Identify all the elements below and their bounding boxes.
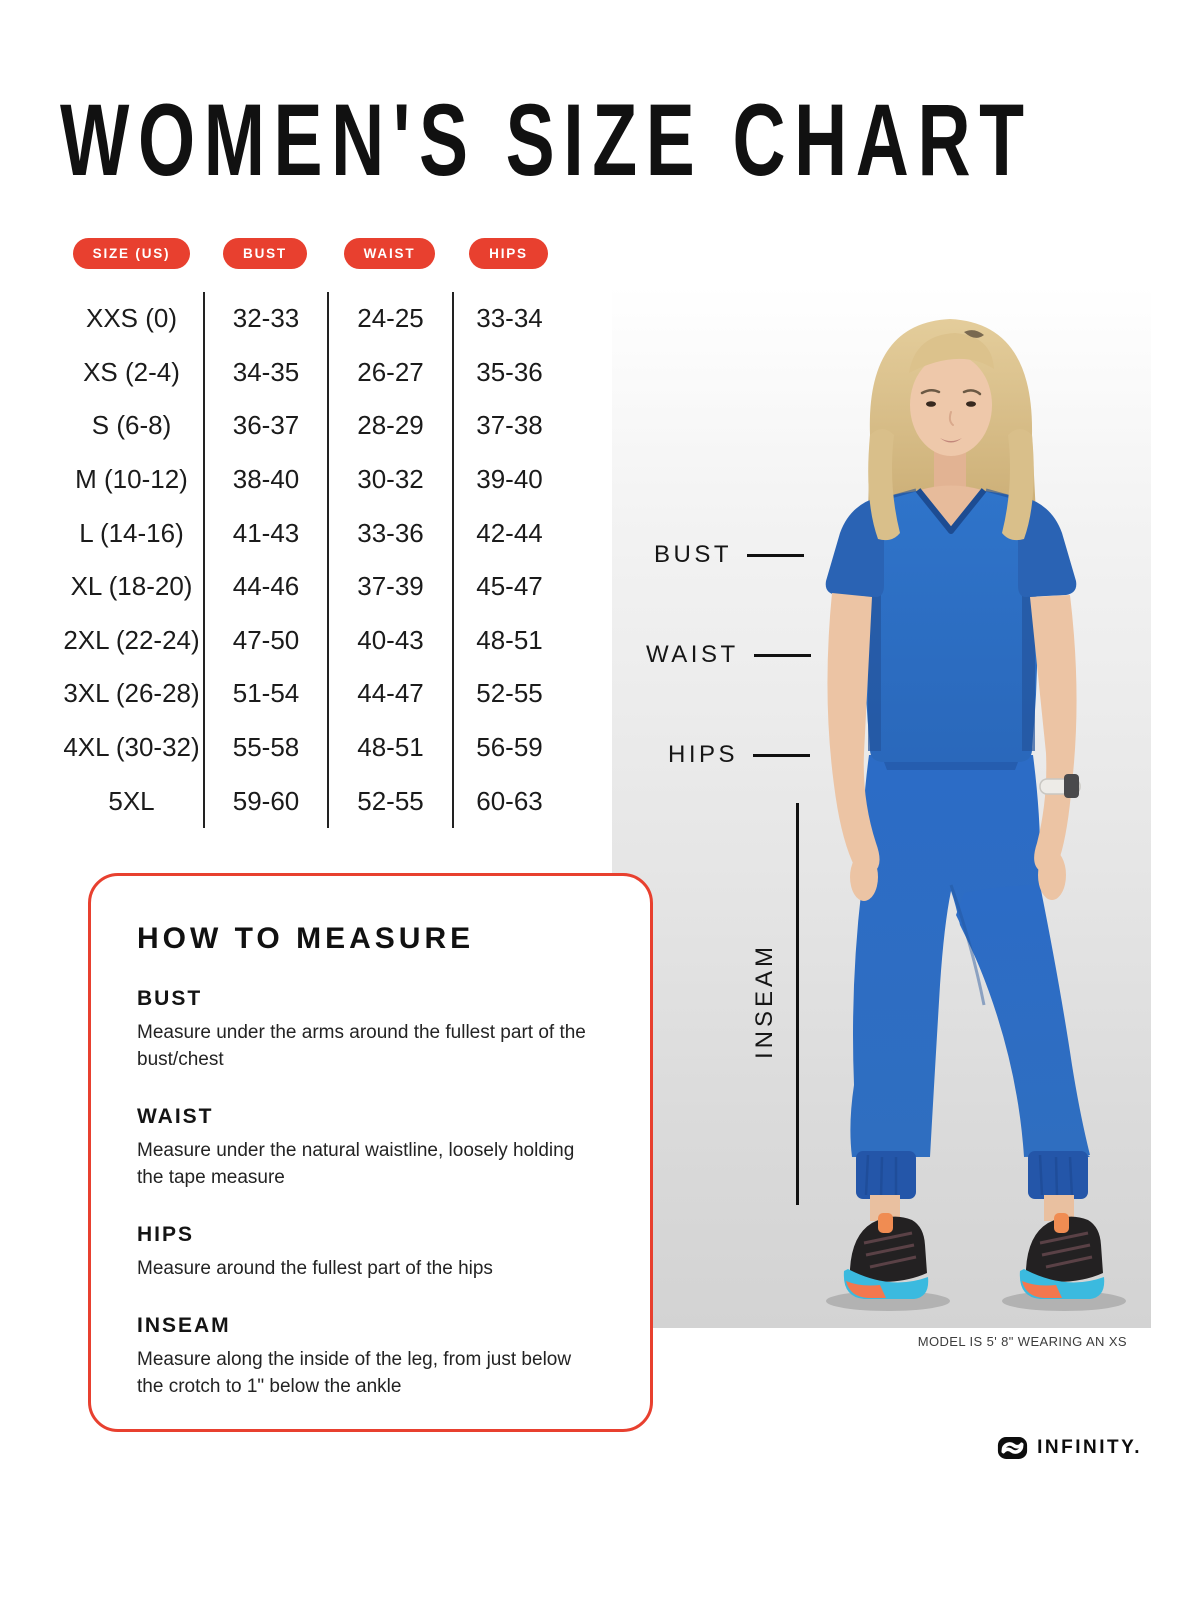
section-text-waist: Measure under the natural waistline, loo…	[137, 1139, 575, 1188]
table-cell: 28-29	[327, 399, 452, 453]
table-cell: 45-47	[452, 559, 565, 614]
table-row: 3XL (26-28) 51-54 44-47 52-55	[60, 667, 565, 721]
table-cell: 30-32	[327, 452, 452, 507]
section-heading-inseam: INSEAM	[137, 1313, 231, 1337]
table-cell: 33-34	[452, 292, 565, 346]
table-cell: XL (18-20)	[70, 571, 193, 602]
table-cell: 42-44	[452, 506, 565, 560]
table-cell: 5XL	[108, 785, 155, 816]
model-photo: BUST WAIST HIPS INSEAM	[612, 285, 1151, 1328]
table-cell: 37-39	[327, 559, 452, 614]
section-heading-waist: WAIST	[137, 1104, 214, 1128]
table-cell: S (6-8)	[91, 410, 172, 441]
table-cell: 55-58	[203, 720, 327, 775]
table-cell: 38-40	[203, 452, 327, 507]
infinity-logo-icon	[998, 1437, 1028, 1459]
column-pill-bust: BUST	[223, 238, 307, 269]
table-cell: 35-36	[452, 345, 565, 400]
table-cell: 51-54	[203, 667, 327, 721]
table-row: M (10-12) 38-40 30-32 39-40	[60, 452, 565, 507]
table-cell: 59-60	[203, 774, 327, 828]
section-text-inseam: Measure along the inside of the leg, fro…	[137, 1348, 572, 1397]
table-cell: 60-63	[452, 774, 565, 828]
table-cell: 48-51	[327, 720, 452, 775]
table-cell: 4XL (30-32)	[63, 732, 200, 763]
figure-label-waist: WAIST	[646, 641, 811, 669]
waist-pointer-line	[753, 653, 811, 657]
how-to-measure-box: HOW TO MEASURE BUST Measure under the ar…	[88, 873, 653, 1432]
model-illustration	[825, 319, 1126, 1311]
inseam-pointer-line	[796, 803, 799, 1205]
brand-name: INFINITY.	[1037, 1437, 1142, 1458]
table-cell: 41-43	[203, 506, 327, 560]
figure-label-bust: BUST	[654, 541, 805, 569]
table-cell: 34-35	[203, 345, 327, 400]
table-cell: 32-33	[203, 292, 327, 346]
table-cell: 26-27	[327, 345, 452, 400]
bust-pointer-line	[747, 553, 805, 557]
table-cell: L (14-16)	[79, 517, 184, 548]
figure-label-waist-text: WAIST	[646, 641, 739, 668]
hips-pointer-line	[753, 753, 811, 757]
table-cell: M (10-12)	[75, 464, 188, 495]
table-row: XS (2-4) 34-35 26-27 35-36	[60, 345, 565, 400]
table-cell: 36-37	[203, 399, 327, 453]
table-cell: 44-46	[203, 559, 327, 614]
table-cell: 48-51	[452, 613, 565, 668]
table-row: 2XL (22-24) 47-50 40-43 48-51	[60, 613, 565, 668]
table-cell: 40-43	[327, 613, 452, 668]
figure-label-hips: HIPS	[668, 741, 811, 769]
brand-logo: INFINITY.	[997, 1436, 1142, 1460]
size-table-header: SIZE (US) BUST WAIST HIPS	[60, 238, 565, 269]
table-cell: 2XL (22-24)	[63, 624, 200, 655]
model-caption: MODEL IS 5' 8" WEARING AN XS	[917, 1334, 1127, 1349]
section-text-hips: Measure around the fullest part of the h…	[137, 1257, 493, 1279]
table-row: L (14-16) 41-43 33-36 42-44	[60, 506, 565, 560]
section-text-bust: Measure under the arms around the fulles…	[137, 1022, 586, 1070]
table-cell: 47-50	[203, 613, 327, 668]
table-row: XL (18-20) 44-46 37-39 45-47	[60, 559, 565, 614]
size-table: XXS (0) 32-33 24-25 33-34 XS (2-4) 34-35…	[60, 292, 565, 828]
table-cell: 3XL (26-28)	[63, 678, 200, 709]
how-to-measure-title: HOW TO MEASURE	[137, 922, 475, 955]
section-heading-bust: BUST	[137, 987, 203, 1010]
table-cell: 37-38	[452, 399, 565, 453]
figure-label-hips-text: HIPS	[668, 741, 739, 768]
table-row: S (6-8) 36-37 28-29 37-38	[60, 399, 565, 453]
table-cell: 52-55	[327, 774, 452, 828]
table-cell: XXS (0)	[85, 303, 178, 334]
table-row: XXS (0) 32-33 24-25 33-34	[60, 292, 565, 346]
table-cell: 56-59	[452, 720, 565, 775]
page-title: WOMEN'S SIZE CHART	[60, 83, 1033, 197]
table-cell: 39-40	[452, 452, 565, 507]
table-row: 4XL (30-32) 55-58 48-51 56-59	[60, 720, 565, 775]
table-cell: 24-25	[327, 292, 452, 346]
table-cell: XS (2-4)	[83, 356, 180, 387]
column-pill-waist: WAIST	[343, 238, 436, 269]
table-cell: 52-55	[452, 667, 565, 721]
table-cell: 44-47	[327, 667, 452, 721]
table-row: 5XL 59-60 52-55 60-63	[60, 774, 565, 828]
column-pill-size: SIZE (US)	[72, 238, 191, 269]
figure-label-bust-text: BUST	[654, 541, 733, 568]
figure-label-inseam: INSEAM	[751, 943, 778, 1060]
column-pill-hips: HIPS	[469, 238, 548, 269]
table-cell: 33-36	[327, 506, 452, 560]
section-heading-hips: HIPS	[137, 1222, 195, 1246]
